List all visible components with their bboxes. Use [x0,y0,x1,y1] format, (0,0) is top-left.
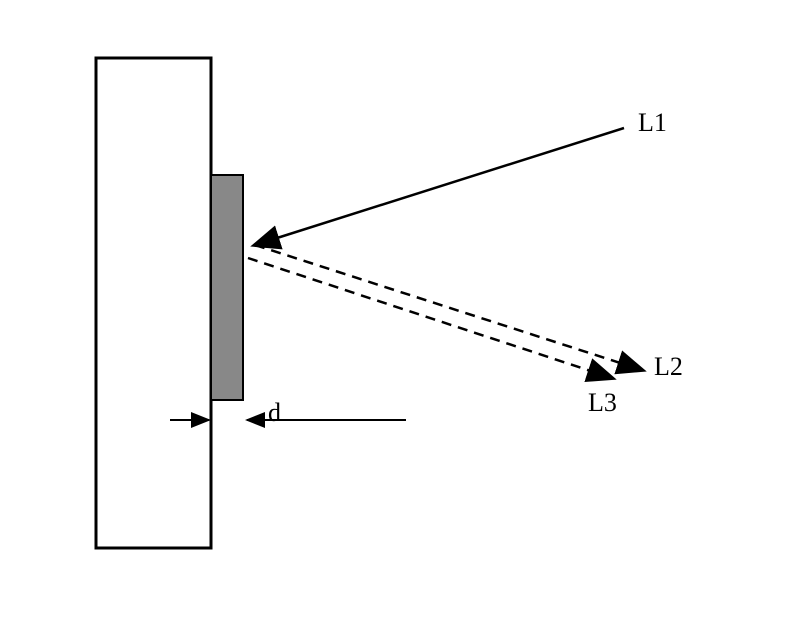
ray-l2 [255,245,642,370]
label-l2: L2 [654,352,683,382]
ray-l3 [248,258,612,378]
ray-l1 [255,128,624,245]
diagram-container: L1 L2 L3 d [0,0,800,643]
diagram-svg [0,0,800,643]
label-l3: L3 [588,388,617,418]
main-rectangle [96,58,211,548]
label-d: d [268,398,281,428]
label-l1: L1 [638,108,667,138]
slab [211,175,243,400]
